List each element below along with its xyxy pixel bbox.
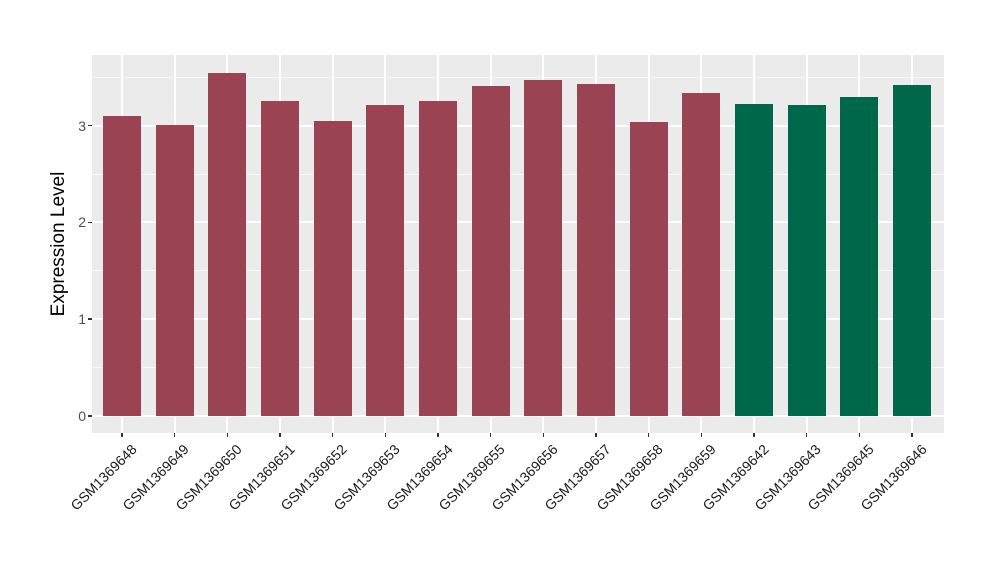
y-tick-mark bbox=[88, 415, 92, 417]
bar-gsm1369650 bbox=[208, 73, 247, 416]
x-tick-mark bbox=[595, 433, 597, 437]
y-tick-mark bbox=[88, 318, 92, 320]
bar-gsm1369653 bbox=[366, 105, 405, 416]
y-tick-label: 0 bbox=[78, 408, 86, 424]
y-tick-label: 3 bbox=[78, 117, 86, 134]
bar-gsm1369642 bbox=[735, 104, 773, 416]
bar-gsm1369645 bbox=[840, 96, 879, 416]
y-axis-title: Expression Level bbox=[48, 171, 69, 317]
major-gridline bbox=[92, 221, 944, 224]
y-tick-label: 2 bbox=[78, 214, 86, 231]
minor-gridline bbox=[92, 367, 944, 369]
minor-gridline bbox=[92, 173, 944, 175]
bar-gsm1369652 bbox=[313, 120, 352, 416]
x-tick-mark bbox=[173, 433, 176, 437]
major-gridline bbox=[92, 124, 944, 127]
x-tick-mark bbox=[121, 433, 123, 437]
bar-gsm1369648 bbox=[103, 115, 141, 416]
plot-panel bbox=[92, 55, 944, 433]
bar-gsm1369643 bbox=[787, 105, 826, 416]
x-tick-mark bbox=[384, 433, 387, 437]
minor-gridline bbox=[92, 270, 944, 272]
x-tick-mark bbox=[226, 433, 229, 437]
bar-gsm1369655 bbox=[471, 85, 510, 416]
y-tick-mark bbox=[88, 221, 92, 224]
major-gridline bbox=[92, 415, 944, 417]
bar-gsm1369651 bbox=[261, 101, 299, 416]
x-tick-mark bbox=[911, 433, 913, 437]
x-tick-mark bbox=[858, 433, 861, 437]
bar-gsm1369649 bbox=[155, 124, 194, 416]
x-tick-mark bbox=[805, 433, 808, 437]
bar-gsm1369656 bbox=[524, 80, 563, 416]
bar-gsm1369659 bbox=[682, 92, 721, 416]
bar-gsm1369654 bbox=[419, 101, 457, 416]
x-tick-mark bbox=[279, 433, 281, 437]
bar-gsm1369657 bbox=[577, 83, 615, 416]
y-tick-label: 1 bbox=[78, 311, 86, 328]
y-tick-mark bbox=[88, 124, 92, 127]
x-tick-mark bbox=[489, 433, 492, 437]
major-gridline bbox=[92, 318, 944, 321]
minor-gridline bbox=[92, 76, 944, 78]
x-tick-mark bbox=[331, 433, 334, 437]
x-tick-mark bbox=[542, 433, 545, 437]
x-tick-mark bbox=[700, 433, 703, 437]
bar-gsm1369646 bbox=[893, 84, 931, 416]
x-tick-mark bbox=[647, 433, 650, 437]
x-tick-mark bbox=[437, 433, 439, 437]
bar-gsm1369658 bbox=[629, 121, 668, 416]
x-tick-mark bbox=[753, 433, 755, 437]
